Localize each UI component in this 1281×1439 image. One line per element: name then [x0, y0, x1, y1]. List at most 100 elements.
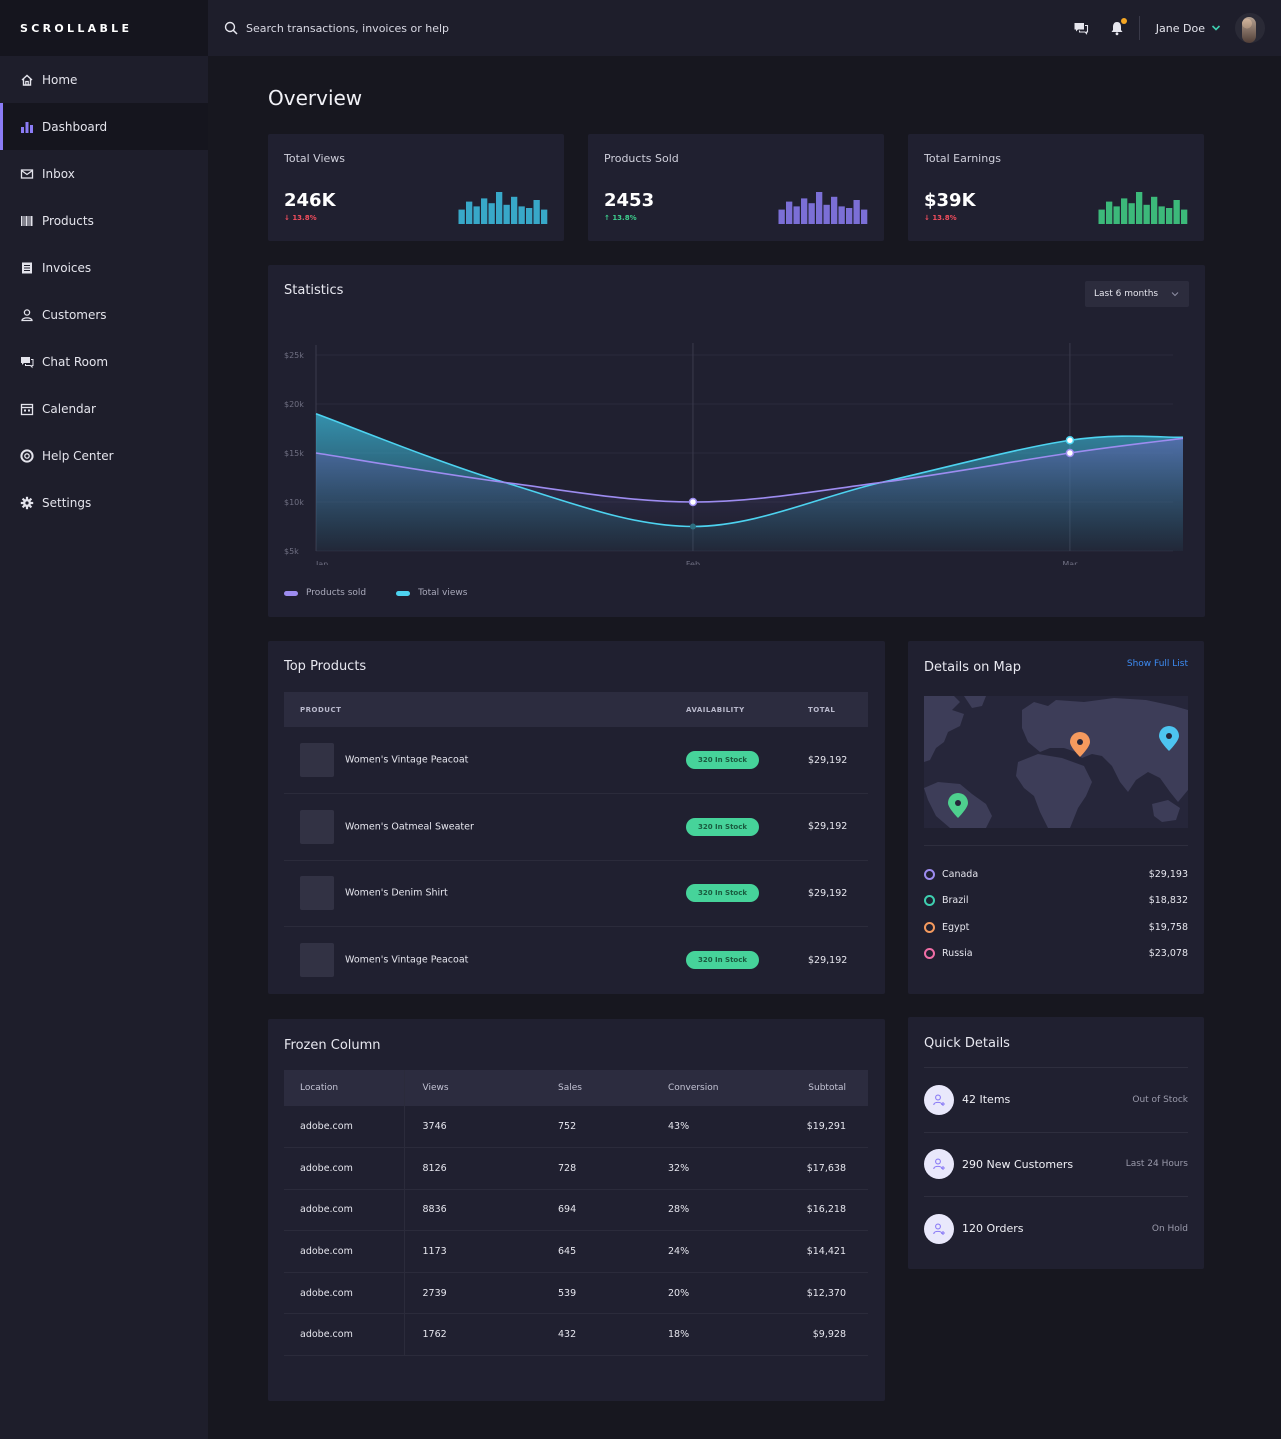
sparkline-bars: [1098, 192, 1188, 224]
spark-bar: [808, 203, 815, 224]
sidebar-item-home[interactable]: Home: [0, 56, 208, 103]
spark-bar: [1181, 209, 1188, 224]
map-pin-brazil[interactable]: [947, 793, 969, 819]
table-row[interactable]: Women's Vintage Peacoat 320 In Stock $29…: [284, 927, 868, 994]
spark-bar: [831, 196, 838, 224]
location-list: Canada $29,193 Brazil $18,832 Egypt $19,…: [924, 861, 1188, 967]
list-item[interactable]: Egypt $19,758: [924, 914, 1188, 941]
search-input[interactable]: [246, 21, 606, 35]
sidebar-item-customers[interactable]: Customers: [0, 291, 208, 338]
barcode-icon: [20, 214, 34, 228]
chevron-down-icon[interactable]: [1211, 23, 1221, 33]
cell-sales: 539: [558, 1272, 668, 1315]
spark-bar: [778, 209, 785, 224]
map-pin-russia[interactable]: [1158, 726, 1180, 752]
table-row[interactable]: Women's Denim Shirt 320 In Stock $29,192: [284, 860, 868, 927]
location-name: Russia: [942, 948, 973, 960]
location-value: $18,832: [1148, 895, 1188, 907]
legend-item-total-views: Total views: [396, 588, 467, 598]
table-row[interactable]: Women's Vintage Peacoat 320 In Stock $29…: [284, 727, 868, 794]
table-row[interactable]: adobe.com 8126 728 32% $17,638: [284, 1147, 868, 1190]
kpi-label: Products Sold: [604, 152, 679, 165]
sidebar-item-settings[interactable]: Settings: [0, 479, 208, 526]
column-header-views: Views: [422, 1083, 449, 1093]
table-row[interactable]: adobe.com 8836 694 28% $16,218: [284, 1189, 868, 1232]
list-item[interactable]: Brazil $18,832: [924, 888, 1188, 915]
sparkline-bars: [778, 192, 868, 224]
sidebar-item-invoices[interactable]: Invoices: [0, 244, 208, 291]
sidebar-item-label: Calendar: [42, 401, 96, 416]
cell-subtotal: $19,291: [788, 1106, 868, 1149]
sidebar-item-chat-room[interactable]: Chat Room: [0, 338, 208, 385]
data-point[interactable]: [1065, 448, 1075, 458]
list-item[interactable]: 42 Items Out of Stock: [924, 1067, 1188, 1132]
user-name[interactable]: Jane Doe: [1155, 21, 1205, 35]
spark-bar: [541, 209, 548, 224]
data-point[interactable]: [688, 497, 698, 507]
cell-subtotal: $16,218: [788, 1189, 868, 1232]
range-dropdown[interactable]: Last 6 months: [1085, 281, 1189, 307]
messages-icon[interactable]: [1073, 20, 1089, 36]
kpi-value: 2453: [604, 190, 655, 211]
spark-bar: [503, 204, 510, 224]
kpi-delta-value: 13.8%: [292, 214, 317, 222]
spark-bar: [496, 192, 503, 224]
notification-dot: [1120, 18, 1127, 24]
table-row[interactable]: adobe.com 3746 752 43% $19,291: [284, 1106, 868, 1149]
list-item[interactable]: Canada $29,193: [924, 861, 1188, 888]
topbar-actions: Jane Doe: [1053, 0, 1265, 56]
top-products-table: PRODUCT AVAILABILITY TOTAL Women's Vinta…: [284, 692, 868, 993]
location-dot: [924, 868, 935, 880]
top-products-title: Top Products: [284, 659, 367, 674]
legend-label: Total views: [418, 588, 468, 598]
topbar: Jane Doe: [208, 0, 1281, 56]
avatar[interactable]: [1235, 13, 1265, 43]
product-total: $29,192: [808, 860, 868, 927]
location-name: Canada: [942, 868, 979, 880]
list-item[interactable]: Russia $23,078: [924, 941, 1188, 968]
add-user-icon: [924, 1149, 954, 1180]
sidebar-nav: Home Dashboard Inbox Products Invoices C…: [0, 56, 208, 526]
column-header-product: PRODUCT: [300, 705, 342, 714]
y-tick-label: $10k: [284, 498, 304, 507]
spark-bar: [816, 192, 823, 224]
sidebar-item-dashboard[interactable]: Dashboard: [0, 103, 208, 150]
arrow-up-icon: ↑: [604, 214, 610, 222]
data-point[interactable]: [1065, 436, 1075, 445]
sidebar-item-products[interactable]: Products: [0, 197, 208, 244]
table-row[interactable]: Women's Oatmeal Sweater 320 In Stock $29…: [284, 793, 868, 861]
divider: [924, 845, 1188, 846]
location-dot: [924, 948, 935, 960]
product-thumbnail: [300, 743, 334, 777]
list-item[interactable]: 120 Orders On Hold: [924, 1196, 1188, 1261]
cell-location: adobe.com: [284, 1230, 405, 1273]
spark-bar: [1166, 208, 1173, 224]
page-title: Overview: [268, 86, 363, 110]
statistics-chart: $25k $20k $15k $10k $5k Jan Feb Mar: [284, 343, 1184, 565]
table-row[interactable]: adobe.com 2739 539 20% $12,370: [284, 1272, 868, 1315]
location-name: Brazil: [942, 895, 969, 907]
cell-location: adobe.com: [284, 1272, 405, 1315]
table-row[interactable]: adobe.com 1173 645 24% $14,421: [284, 1230, 868, 1273]
sidebar-item-inbox[interactable]: Inbox: [0, 150, 208, 197]
add-user-icon: [924, 1213, 954, 1244]
frozen-column-title: Frozen Column: [284, 1038, 381, 1053]
spark-bar: [526, 208, 533, 224]
product-name: Women's Denim Shirt: [345, 887, 448, 899]
sidebar-item-calendar[interactable]: Calendar: [0, 385, 208, 432]
data-point[interactable]: [689, 523, 696, 530]
location-value: $29,193: [1148, 868, 1188, 880]
list-item[interactable]: 290 New Customers Last 24 Hours: [924, 1131, 1188, 1197]
map-pin-egypt[interactable]: [1069, 732, 1091, 758]
spark-bar: [1143, 204, 1150, 224]
notification-bell-icon[interactable]: [1109, 18, 1127, 36]
brand-logo: SCROLLABLE: [0, 0, 208, 56]
show-full-list-link[interactable]: Show Full List: [1126, 659, 1188, 669]
world-map[interactable]: [924, 696, 1188, 828]
sidebar-item-help-center[interactable]: Help Center: [0, 432, 208, 479]
table-row[interactable]: adobe.com 1762 432 18% $9,928: [284, 1313, 868, 1357]
frozen-column-card: Frozen Column Location Views Sales Conve…: [268, 1019, 885, 1401]
sidebar-item-label: Chat Room: [42, 354, 109, 369]
cell-sales: 645: [558, 1230, 668, 1273]
spark-bar: [466, 201, 473, 224]
